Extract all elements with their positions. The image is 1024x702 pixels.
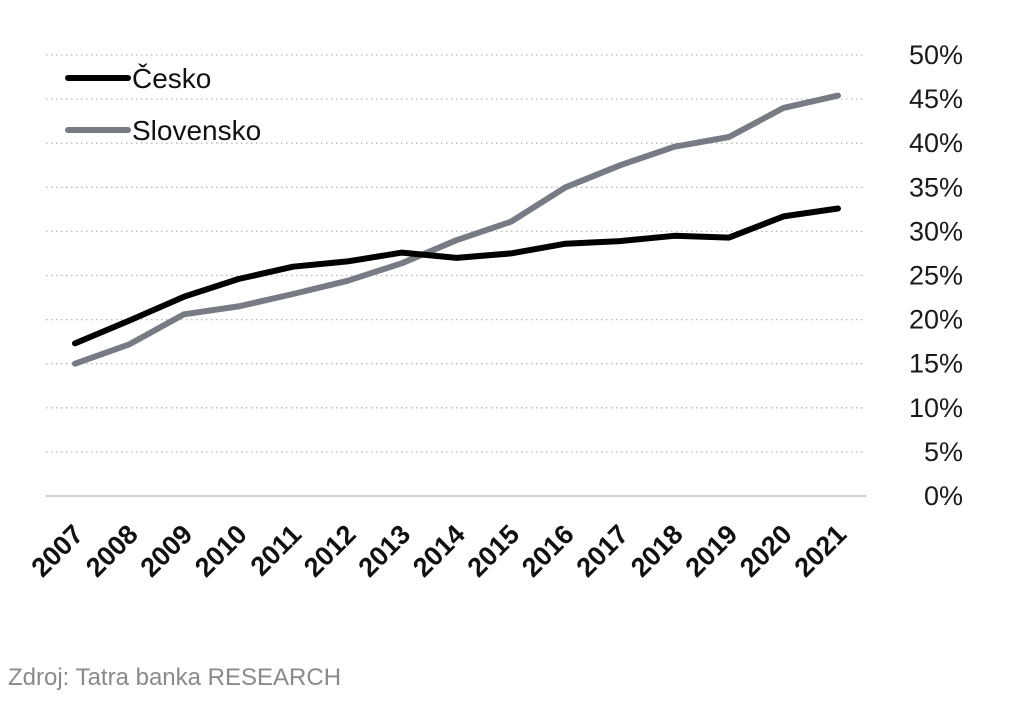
y-tick-label: 35% <box>909 172 963 202</box>
y-tick-label: 25% <box>909 261 963 291</box>
x-tick-label: 2018 <box>625 519 689 583</box>
x-tick-label: 2011 <box>245 519 308 582</box>
x-tick-label: 2008 <box>80 519 144 583</box>
series-line-1 <box>72 92 841 367</box>
y-tick-label: 30% <box>909 216 963 246</box>
x-tick-label: 2017 <box>571 519 635 583</box>
x-tick-label: 2015 <box>462 519 526 583</box>
x-tick-label: 2014 <box>407 519 471 583</box>
x-tick-label: 2020 <box>734 519 798 583</box>
y-tick-label: 10% <box>909 393 963 423</box>
source-note: Zdroj: Tatra banka RESEARCH <box>8 664 342 691</box>
legend-label: Česko <box>132 63 211 94</box>
series-lines <box>72 92 841 367</box>
x-axis-ticks: 2007200820092010201120122013201420152016… <box>26 519 853 583</box>
x-tick-label: 2019 <box>680 519 744 583</box>
x-tick-label: 2007 <box>26 519 90 583</box>
legend: Česko Slovensko <box>65 63 261 146</box>
line-chart: 0% 5% 10% 15% 20% 25% 30% 35% 40% 45% 50% 20072008… <box>26 40 963 583</box>
legend-label: Slovensko <box>132 115 261 146</box>
x-tick-label: 2021 <box>789 519 853 583</box>
y-tick-label: 20% <box>909 305 963 335</box>
y-tick-label: 15% <box>909 349 963 379</box>
gridlines <box>46 54 866 497</box>
x-tick-label: 2012 <box>298 519 362 583</box>
y-tick-label: 45% <box>909 84 963 114</box>
y-tick-label: 5% <box>924 437 963 467</box>
x-tick-label: 2010 <box>189 519 253 583</box>
y-axis-ticks: 0% 5% 10% 15% 20% 25% 30% 35% 40% 45% 50% <box>909 40 963 511</box>
y-tick-label: 40% <box>909 128 963 158</box>
x-tick-label: 2016 <box>516 519 580 583</box>
series-line-0 <box>72 205 841 347</box>
x-tick-label: 2009 <box>135 519 199 583</box>
x-tick-label: 2013 <box>353 519 417 583</box>
y-tick-label: 0% <box>924 481 963 511</box>
y-tick-label: 50% <box>909 40 963 70</box>
